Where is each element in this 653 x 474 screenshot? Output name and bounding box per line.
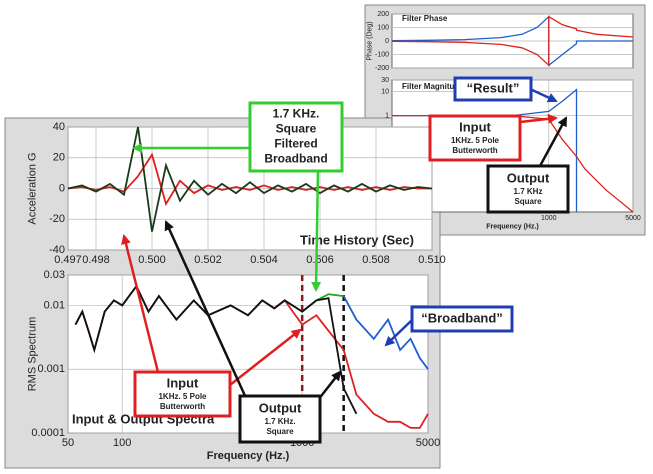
callout-box <box>238 394 322 444</box>
x-tick-label: 0.500 <box>138 254 166 266</box>
arrow <box>519 113 558 124</box>
y-tick-label: -20 <box>49 213 65 225</box>
series-line <box>67 126 433 232</box>
x-axis-label: Frequency (Hz.) <box>486 224 539 231</box>
series-line <box>67 152 432 207</box>
chart-title: Filter Magnitude <box>402 82 464 91</box>
y-tick-label: 10 <box>381 88 389 95</box>
y-tick-label: 20 <box>53 152 65 164</box>
y-axis-label: Phase (Deg) <box>366 21 373 60</box>
callout-text: Butterworth <box>160 402 205 411</box>
y-tick-label: 100 <box>377 24 389 31</box>
x-axis-label: Frequency (Hz.) <box>207 450 290 462</box>
x-tick-label: 5000 <box>625 215 641 222</box>
callout-box <box>453 76 533 102</box>
arrow <box>538 116 568 167</box>
callout-box <box>133 370 232 418</box>
x-tick-label: 50 <box>62 437 74 449</box>
x-tick-label: 0.510 <box>418 254 446 266</box>
arrow <box>164 220 248 399</box>
arrow <box>229 328 302 386</box>
arrow <box>317 370 342 401</box>
callouts: 1.7 KHz.SquareFilteredBroadband“Result”I… <box>133 76 570 444</box>
y-axis-label: RMS Spectrum <box>27 317 39 392</box>
callout-text: “Result” <box>467 80 520 95</box>
x-tick-label: 0.506 <box>306 254 334 266</box>
callout-text: Output <box>507 170 550 185</box>
x-tick-label: 1000 <box>541 215 557 222</box>
callout-box <box>248 101 344 173</box>
callout-text: Square <box>514 197 542 206</box>
callout-text: 1.7 KHz. <box>273 107 320 121</box>
callout-text: “Broadband” <box>421 310 503 325</box>
callout-text: Output <box>259 400 302 415</box>
callout-text: Square <box>266 427 294 436</box>
callout-text: Broadband <box>264 152 327 166</box>
callout-box <box>428 114 522 162</box>
y-tick-label: -200 <box>375 65 389 72</box>
callout-text: Input <box>459 119 491 134</box>
callout-text: Butterworth <box>452 146 497 155</box>
callout-text: 1.7 KHz <box>514 187 543 196</box>
series-line <box>391 15 634 67</box>
arrow <box>529 87 558 103</box>
y-tick-label: 40 <box>53 121 65 133</box>
y-tick-label: 0 <box>385 38 389 45</box>
callout-text: Input <box>167 375 199 390</box>
series-line <box>342 295 429 370</box>
x-tick-label: 0.508 <box>362 254 390 266</box>
callout-text: Filtered <box>274 137 317 151</box>
arrow <box>311 169 322 292</box>
callout-text: 1KHz. 5 Pole <box>158 392 207 401</box>
callout-text: 1KHz. 5 Pole <box>451 136 500 145</box>
arrow <box>121 234 160 373</box>
y-axis-label: Acceleration G <box>27 152 39 224</box>
callout-box <box>410 305 514 333</box>
y-tick-label: 0.0001 <box>31 427 65 439</box>
x-tick-label: 5000 <box>416 437 440 449</box>
x-tick-label: 0.502 <box>194 254 222 266</box>
y-tick-label: -40 <box>49 244 65 256</box>
chart-title: Filter Phase <box>402 14 448 23</box>
callout-text: Square <box>276 122 317 136</box>
series-line <box>74 284 358 415</box>
arrow <box>384 319 413 347</box>
y-tick-label: 30 <box>381 77 389 84</box>
y-tick-label: 200 <box>377 11 389 18</box>
x-tick-label: 0.504 <box>250 254 278 266</box>
y-tick-label: 0.03 <box>44 269 65 281</box>
y-tick-label: -100 <box>375 51 389 58</box>
x-tick-label: 0.497 <box>54 254 82 266</box>
callout-text: 1.7 KHz. <box>264 417 295 426</box>
chart-title: Time History (Sec) <box>300 232 414 247</box>
y-tick-label: 0 <box>59 182 65 194</box>
y-tick-label: 1 <box>385 112 389 119</box>
arrows <box>121 87 568 401</box>
x-tick-label: 0.498 <box>82 254 110 266</box>
callout-box <box>486 164 570 214</box>
y-tick-label: 0.001 <box>37 363 65 375</box>
x-tick-label: 100 <box>113 437 131 449</box>
y-tick-label: 0.01 <box>44 299 65 311</box>
